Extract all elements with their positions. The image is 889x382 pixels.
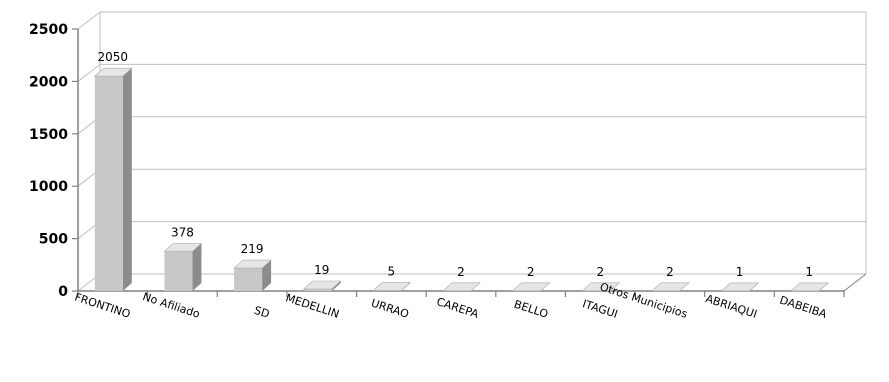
- bar-front-face: [303, 289, 332, 291]
- data-label: 5: [388, 264, 396, 278]
- x-tick-label: URRAO: [369, 296, 410, 320]
- bar: [372, 282, 412, 291]
- data-label: 1: [805, 265, 813, 279]
- bar: [511, 282, 551, 292]
- y-tick-label: 500: [39, 232, 68, 248]
- y-tick-label: 1500: [29, 127, 68, 143]
- bar-top-face: [581, 282, 621, 292]
- bar: [720, 282, 760, 292]
- y-tick-label: 2000: [29, 74, 68, 90]
- x-tick-label: DABEIBA: [778, 293, 829, 321]
- data-label: 2: [457, 265, 465, 279]
- bar-top-face: [163, 243, 203, 252]
- x-tick-label: MEDELLIN: [284, 291, 341, 321]
- y-tick-label: 0: [58, 284, 68, 300]
- chart-labels: 0 500 1000 1500 2000 2500 2050 FRONTINO 378 No Af…: [29, 22, 829, 321]
- data-label: 1: [736, 265, 744, 279]
- bar: [302, 280, 342, 291]
- bar: [581, 282, 621, 292]
- floor-right-edge: [843, 273, 867, 292]
- bar-side-face: [331, 281, 341, 291]
- x-tick-label: ITAGUI: [581, 297, 620, 321]
- bar-top-face: [511, 282, 551, 292]
- bar-front-face: [94, 76, 123, 291]
- bar: [442, 282, 481, 292]
- bar-top-face: [651, 282, 690, 292]
- data-label: 378: [171, 225, 194, 239]
- bar-top-face: [233, 259, 272, 269]
- bar-top-face: [372, 282, 412, 291]
- bar-side-face: [122, 68, 132, 291]
- chart-bars: [94, 67, 829, 292]
- x-tick-label: No Afiliado: [141, 290, 202, 321]
- x-tick-label: CAREPA: [435, 295, 481, 321]
- x-tick-label: SD: [252, 304, 271, 321]
- bar-front-face: [164, 251, 193, 291]
- y-tick-label: 2500: [29, 22, 68, 38]
- y-tick-label: 1000: [29, 179, 68, 195]
- data-label: 2: [527, 265, 535, 279]
- bar-top-face: [790, 282, 829, 292]
- x-tick-label: BELLO: [512, 298, 550, 321]
- bar-front-face: [234, 268, 263, 291]
- bar-top-face: [720, 282, 760, 292]
- bar-top-face: [302, 280, 342, 290]
- bar-side-face: [192, 243, 202, 291]
- data-label: 19: [314, 263, 329, 277]
- data-label: 2050: [98, 50, 129, 64]
- bar: [163, 243, 203, 291]
- bar-top-face: [94, 67, 133, 77]
- data-label: 219: [241, 242, 264, 256]
- gridline-side: [77, 64, 101, 82]
- gridline-side: [77, 11, 101, 30]
- data-label: 2: [596, 265, 604, 279]
- bar-top-face: [442, 282, 481, 292]
- bar: [651, 282, 690, 292]
- bar: [233, 259, 272, 291]
- bar: [94, 67, 133, 291]
- x-tick-label: FRONTINO: [73, 291, 132, 321]
- bar-side-face: [262, 260, 272, 291]
- bar: [790, 282, 829, 292]
- x-tick-label: ABRIAQUI: [704, 292, 759, 321]
- data-label: 2: [666, 265, 674, 279]
